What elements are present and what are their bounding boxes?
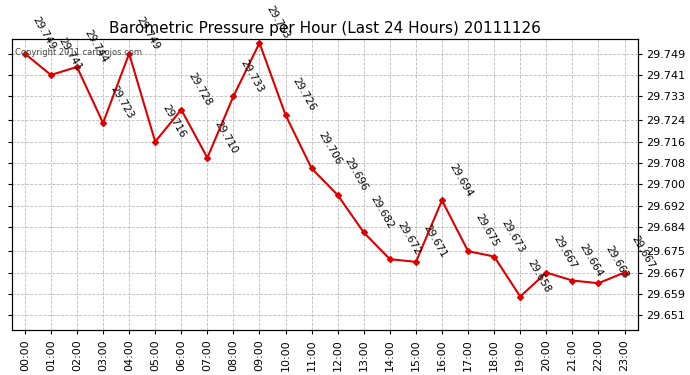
- Text: 29.741: 29.741: [56, 36, 83, 73]
- Text: 29.675: 29.675: [473, 212, 500, 249]
- Text: 29.667: 29.667: [630, 234, 657, 270]
- Text: 29.710: 29.710: [213, 119, 239, 156]
- Text: 29.696: 29.696: [343, 156, 370, 193]
- Title: Barometric Pressure per Hour (Last 24 Hours) 20111126: Barometric Pressure per Hour (Last 24 Ho…: [109, 21, 540, 36]
- Text: Copyright 2011 carbrojos.com: Copyright 2011 carbrojos.com: [15, 48, 142, 57]
- Text: 29.663: 29.663: [604, 244, 631, 281]
- Text: 29.749: 29.749: [30, 15, 57, 51]
- Text: 29.667: 29.667: [551, 234, 578, 270]
- Text: 29.664: 29.664: [578, 242, 604, 278]
- Text: 29.671: 29.671: [421, 223, 448, 260]
- Text: 29.672: 29.672: [395, 220, 422, 257]
- Text: 29.673: 29.673: [500, 218, 526, 254]
- Text: 29.733: 29.733: [239, 58, 266, 94]
- Text: 29.749: 29.749: [135, 15, 161, 51]
- Text: 29.716: 29.716: [160, 103, 187, 140]
- Text: 29.694: 29.694: [447, 162, 474, 198]
- Text: 29.726: 29.726: [290, 76, 317, 113]
- Text: 29.744: 29.744: [82, 28, 109, 65]
- Text: 29.728: 29.728: [186, 71, 213, 108]
- Text: 29.706: 29.706: [317, 130, 344, 166]
- Text: 29.753: 29.753: [265, 4, 292, 41]
- Text: 29.723: 29.723: [108, 84, 135, 121]
- Text: 29.658: 29.658: [526, 258, 553, 294]
- Text: 29.682: 29.682: [369, 194, 396, 230]
